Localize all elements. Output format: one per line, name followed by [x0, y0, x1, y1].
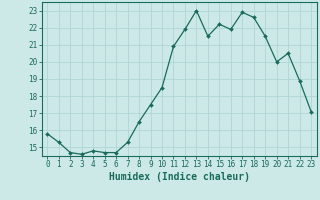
X-axis label: Humidex (Indice chaleur): Humidex (Indice chaleur) — [109, 172, 250, 182]
